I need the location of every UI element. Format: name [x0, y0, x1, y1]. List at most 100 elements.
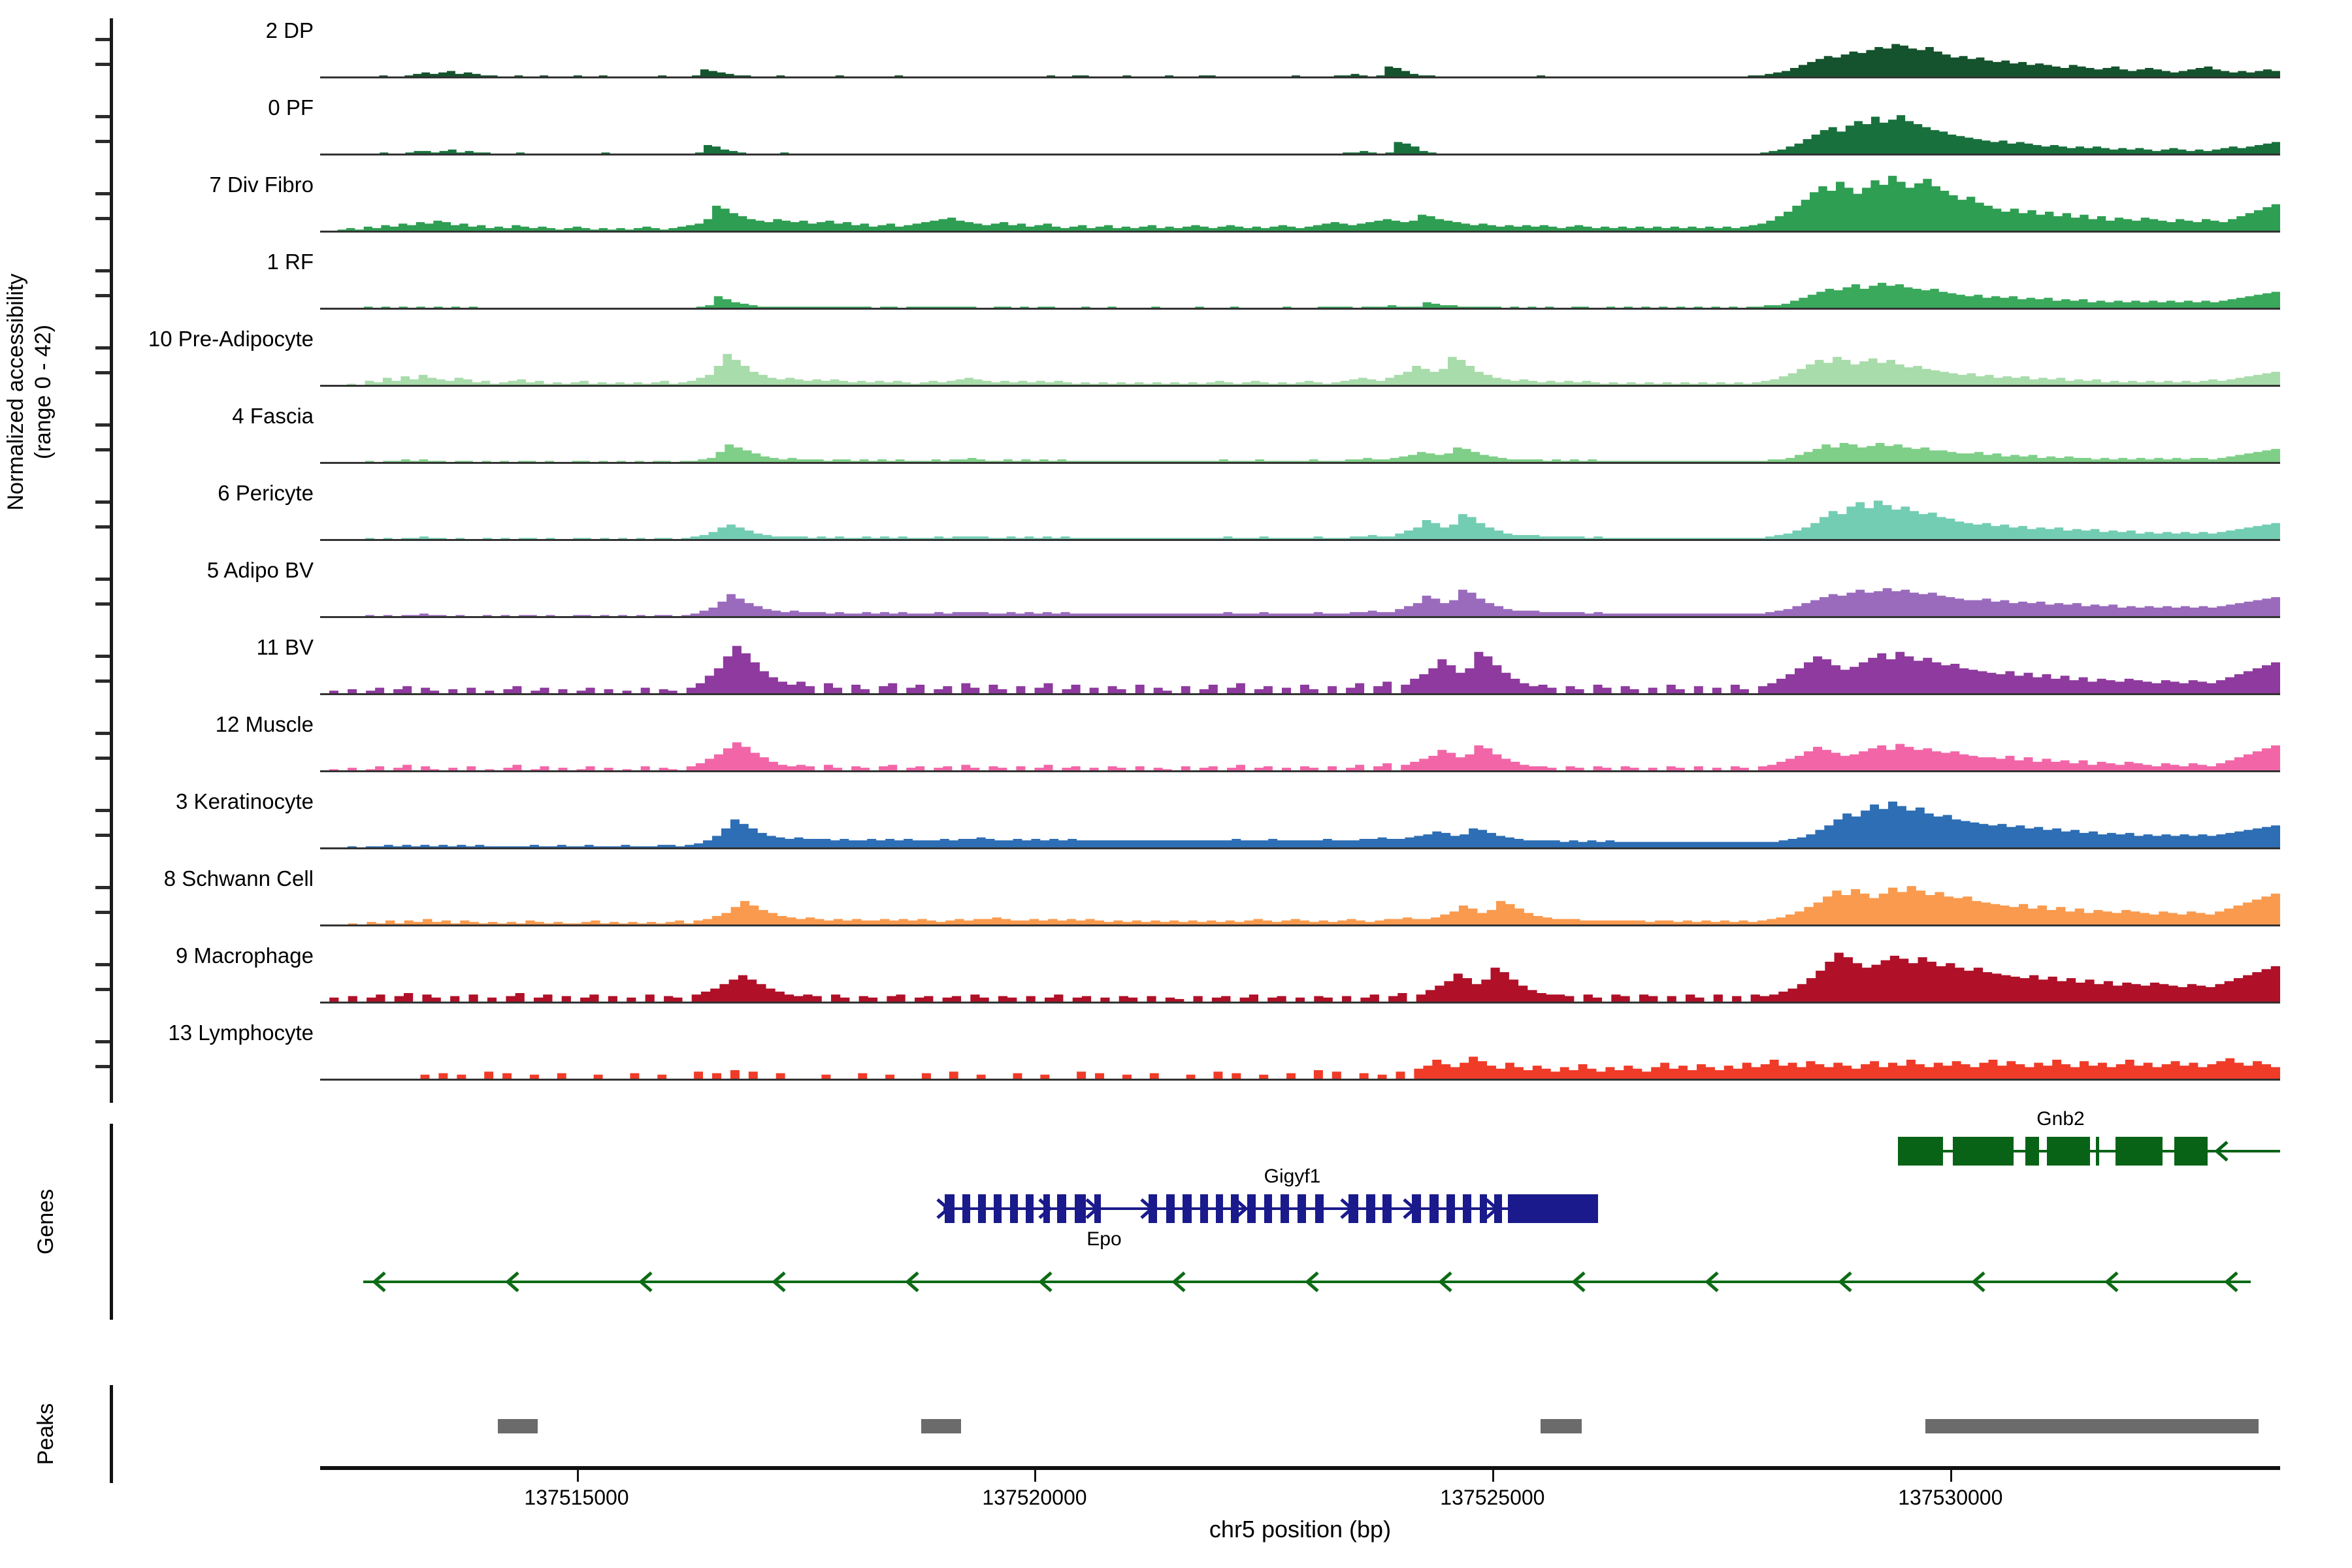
exon-gigyf1 [1247, 1194, 1256, 1223]
track-baseline [320, 231, 2280, 233]
exon-gigyf1 [1166, 1194, 1175, 1223]
track-baseline [320, 385, 2280, 387]
coverage-axis-tick [95, 423, 110, 427]
coverage-area [320, 443, 2280, 464]
exon-gigyf1 [1429, 1194, 1439, 1223]
coverage-area [320, 282, 2280, 310]
x-axis-spine [320, 1466, 2280, 1470]
coverage-axis-tick [95, 757, 110, 760]
exon-gigyf1 [1479, 1194, 1487, 1223]
coverage-track-7-div-fibro [320, 167, 2280, 233]
strand-arrow-gigyf1 [1085, 1198, 1100, 1219]
gene-label-gnb2: Gnb2 [2036, 1108, 2085, 1130]
coverage-axis-tick [95, 346, 110, 350]
coverage-area [320, 953, 2280, 1004]
peaks-panel: Peaks [0, 1379, 2352, 1496]
strand-arrow-gigyf1 [1403, 1198, 1417, 1219]
coverage-axis-tick [95, 269, 110, 272]
coverage-track-4-fascia [320, 399, 2280, 464]
transcript-strand-arrow [1171, 1271, 1186, 1292]
track-label-8-schwann-cell: 8 Schwann Cell [163, 866, 314, 890]
x-axis-tick-label: 137520000 [982, 1486, 1087, 1509]
coverage-track-12-muscle [320, 707, 2280, 772]
coverage-area [320, 115, 2280, 155]
coverage-axis-tick [95, 294, 110, 297]
transcript-strand-arrow [1305, 1271, 1319, 1292]
coverage-track-13-lymphocyte [320, 1015, 2280, 1081]
coverage-axis-tick [95, 217, 110, 220]
strand-arrow-gigyf1 [1234, 1198, 1249, 1219]
transcript-strand-arrow [372, 1271, 386, 1292]
x-axis-tick-label: 137515000 [524, 1486, 629, 1509]
coverage-area [320, 588, 2280, 618]
coverage-area [320, 886, 2280, 926]
coverage-track-9-macrophage [320, 938, 2280, 1004]
track-label-column: 2 DP 0 PF 7 Div Fibro 1 RF 10 Pre-Adipocyte 4… [0, 0, 314, 1111]
track-baseline [320, 693, 2280, 695]
coverage-area [320, 742, 2280, 772]
coverage-axis-tick [95, 809, 110, 812]
coverage-axis-tick [95, 38, 110, 41]
transcript-strand-arrow [1571, 1271, 1586, 1292]
exon-gnb2 [1953, 1137, 2014, 1166]
peak-bar [921, 1419, 961, 1433]
track-baseline [320, 847, 2280, 849]
coverage-area [320, 176, 2280, 233]
track-label-9-macrophage: 9 Macrophage [176, 943, 314, 968]
transcript-strand-arrow [905, 1271, 919, 1292]
coverage-axis-tick [95, 448, 110, 451]
coverage-track-6-pericyte [320, 476, 2280, 541]
coverage-area [320, 801, 2280, 849]
track-label-1-rf: 1 RF [267, 250, 314, 274]
exon-gnb2 [2115, 1137, 2163, 1166]
exon-gnb2 [2174, 1137, 2208, 1166]
coverage-tracks-area [320, 13, 2280, 1111]
coverage-track-2-dp [320, 13, 2280, 78]
exon-gnb2 [2047, 1137, 2090, 1166]
strand-arrow-gigyf1 [936, 1198, 951, 1219]
exon-gnb2 [2096, 1137, 2099, 1166]
exon-gigyf1 [993, 1194, 1002, 1223]
coverage-axis-tick [95, 192, 110, 195]
track-baseline [320, 76, 2280, 78]
coverage-axis-tick [95, 963, 110, 966]
transcript-strand-arrow [2104, 1271, 2119, 1292]
coverage-track-3-keratinocyte [320, 784, 2280, 849]
transcript-strand-arrow [772, 1271, 786, 1292]
peaks-canvas [320, 1379, 2280, 1483]
peak-bar [497, 1419, 538, 1433]
exon-gigyf1 [1297, 1194, 1306, 1223]
x-axis-title: chr5 position (bp) [1209, 1516, 1392, 1543]
transcript-strand-arrow [505, 1271, 519, 1292]
exon-gigyf1 [1075, 1194, 1086, 1223]
transcript-strand-arrow [1038, 1271, 1053, 1292]
track-label-10-pre-adipocyte: 10 Pre-Adipocyte [148, 327, 314, 351]
exon-gigyf1 [1315, 1194, 1324, 1223]
strand-arrow-gnb2 [2214, 1141, 2229, 1162]
peaks-axis-bar [110, 1385, 113, 1483]
coverage-axis-tick [95, 655, 110, 658]
coverage-axis-tick [95, 140, 110, 143]
track-baseline [320, 462, 2280, 464]
strand-arrow-gigyf1 [1485, 1198, 1499, 1219]
track-label-13-lymphocyte: 13 Lymphocyte [168, 1021, 314, 1045]
coverage-track-8-schwann-cell [320, 861, 2280, 926]
coverage-track-11-bv [320, 630, 2280, 695]
x-axis: 137515000 137520000 137525000 137530000 [320, 1466, 2280, 1558]
gene-label-gigyf1: Gigyf1 [1264, 1166, 1321, 1187]
track-baseline [320, 924, 2280, 926]
exon-gnb2 [2025, 1137, 2039, 1166]
coverage-area [320, 353, 2280, 387]
coverage-axis-tick [95, 834, 110, 837]
coverage-axis-tick [95, 63, 110, 66]
track-baseline [320, 616, 2280, 618]
coverage-track-5-adipo-bv [320, 553, 2280, 618]
exon-gigyf1 [1446, 1194, 1455, 1223]
x-axis-tick-label: 137525000 [1440, 1486, 1545, 1509]
coverage-axis-tick [95, 1040, 110, 1043]
gene-label-epo: Epo [1086, 1228, 1122, 1250]
track-baseline [320, 1002, 2280, 1004]
coverage-axis-tick [95, 1065, 110, 1068]
track-baseline [320, 308, 2280, 310]
transcript-strand-arrow [1971, 1271, 1985, 1292]
